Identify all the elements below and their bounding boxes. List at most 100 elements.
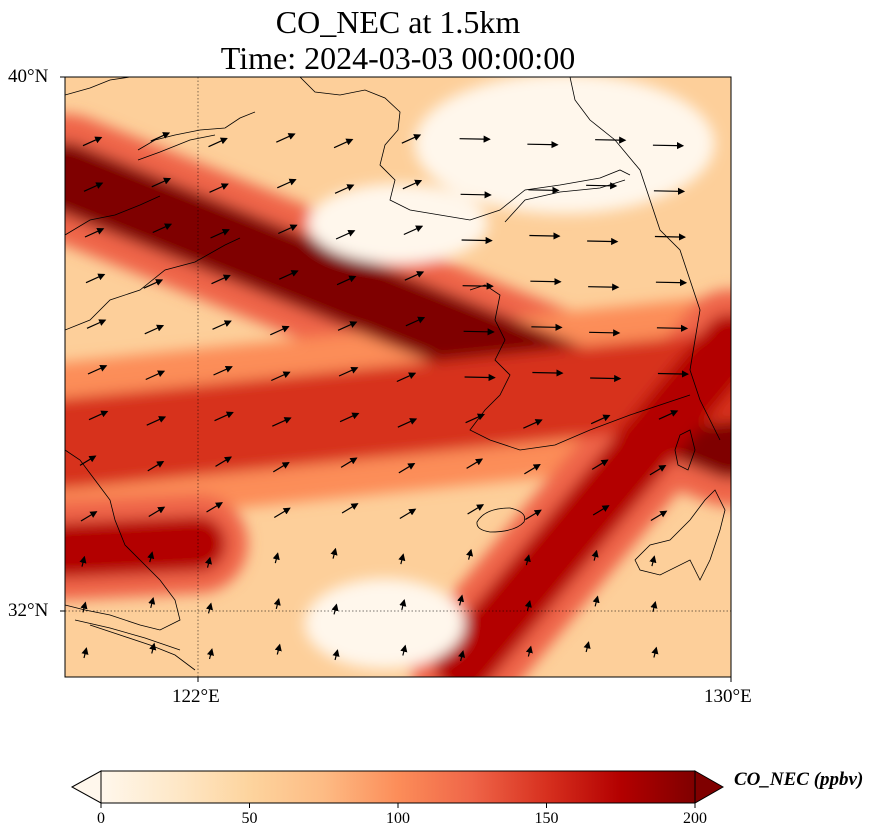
wind-arrow — [589, 329, 621, 337]
wind-arrow — [592, 595, 600, 607]
wind-arrow — [88, 410, 109, 421]
wind-arrow — [462, 282, 494, 290]
wind-arrow — [340, 457, 358, 468]
colorbar-tick-150: 150 — [534, 810, 559, 827]
wind-arrow — [402, 179, 423, 190]
wind-arrow — [530, 278, 562, 286]
wind-arrow — [146, 416, 167, 426]
wind-arrow — [148, 596, 156, 608]
wind-arrow — [339, 412, 360, 423]
wind-arrow — [658, 410, 679, 420]
map-panel — [65, 77, 731, 677]
plume-core-southeast — [434, 313, 731, 677]
colorbar-extend-max — [694, 770, 725, 804]
wind-arrow — [529, 232, 561, 240]
map-title: CO_NEC at 1.5km — [275, 4, 521, 40]
low-concentration-area — [304, 578, 465, 669]
colorbar-tick-0: 0 — [97, 810, 105, 827]
colorbar — [70, 770, 725, 808]
wind-arrow — [525, 509, 542, 521]
wind-arrow — [272, 552, 280, 564]
wind-arrow — [215, 456, 232, 467]
wind-arrow — [271, 371, 291, 382]
wind-arrow — [86, 319, 107, 329]
wind-arrow — [652, 142, 685, 150]
colorbar-label: CO_NEC (ppbv) — [734, 769, 864, 790]
wind-arrow — [279, 270, 299, 280]
wind-arrow — [466, 458, 484, 469]
wind-arrow — [531, 323, 563, 331]
wind-arrow — [459, 135, 491, 143]
wind-arrow — [525, 645, 533, 657]
wind-arrow — [277, 178, 297, 189]
wind-arrow — [82, 136, 103, 147]
wind-arrow — [656, 324, 689, 332]
wind-arrow — [144, 324, 165, 335]
wind-arrow — [464, 373, 496, 382]
map-subtitle-time: Time: 2024-03-03 00:00:00 — [220, 40, 576, 76]
wind-arrow — [527, 141, 559, 149]
wind-arrow — [588, 283, 620, 291]
lon-tick-130: 130°E — [704, 686, 752, 707]
wind-arrow — [276, 133, 296, 143]
wind-arrow — [331, 603, 339, 615]
wind-arrow — [583, 641, 591, 653]
wind-arrow — [651, 646, 659, 658]
wind-vectors — [79, 132, 690, 662]
wind-arrow — [649, 555, 657, 567]
wind-arrow — [399, 598, 407, 610]
wind-arrow — [461, 236, 493, 245]
wind-arrow — [466, 548, 474, 560]
wind-arrow — [524, 599, 532, 611]
concentration-field — [65, 77, 731, 677]
wind-arrow — [143, 279, 164, 289]
wind-arrow — [147, 460, 165, 472]
wind-arrow — [151, 177, 172, 188]
wind-arrow — [398, 553, 406, 565]
wind-arrow — [463, 328, 495, 336]
wind-arrow — [337, 321, 358, 331]
wind-arrow — [273, 507, 291, 519]
wind-arrow — [330, 547, 338, 559]
wind-arrow — [84, 227, 105, 238]
wind-arrow — [657, 370, 690, 378]
wind-arrow — [208, 137, 228, 148]
colorbar-tick-50: 50 — [241, 810, 258, 827]
wind-arrow — [204, 556, 212, 568]
wind-arrow — [87, 364, 108, 375]
lon-tick-122: 122°E — [172, 686, 220, 707]
gridlines — [65, 77, 731, 677]
wind-arrow — [649, 464, 667, 476]
wind-arrow — [396, 372, 417, 383]
wind-arrow — [211, 274, 231, 285]
wind-arrow — [590, 374, 622, 383]
wind-arrow — [653, 187, 686, 195]
wind-arrow — [399, 508, 417, 520]
wind-arrow — [274, 643, 282, 655]
wind-arrow — [457, 594, 465, 606]
wind-arrow — [465, 413, 485, 424]
wind-arrow — [80, 601, 88, 613]
low-concentration-area — [308, 183, 488, 264]
wind-arrow — [145, 370, 166, 381]
wind-arrow — [397, 418, 418, 428]
wind-arrow — [650, 600, 658, 612]
lat-tick-40: 40°N — [8, 66, 49, 87]
wind-arrow — [210, 228, 230, 239]
wind-arrow — [335, 229, 356, 240]
wind-arrow — [148, 506, 166, 518]
wind-arrow — [467, 504, 485, 515]
wind-arrow — [332, 649, 340, 661]
wind-arrow — [523, 419, 543, 429]
wind-arrow — [592, 505, 610, 516]
colorbar-body — [101, 771, 695, 803]
wind-arrow — [403, 225, 424, 236]
wind-arrow — [341, 503, 359, 514]
wind-arrow — [272, 461, 290, 473]
wind-arrow — [591, 459, 609, 470]
wind-arrow — [590, 414, 611, 425]
wind-arrow — [333, 138, 354, 149]
wind-arrow — [214, 411, 234, 422]
low-concentration-area — [414, 77, 715, 214]
